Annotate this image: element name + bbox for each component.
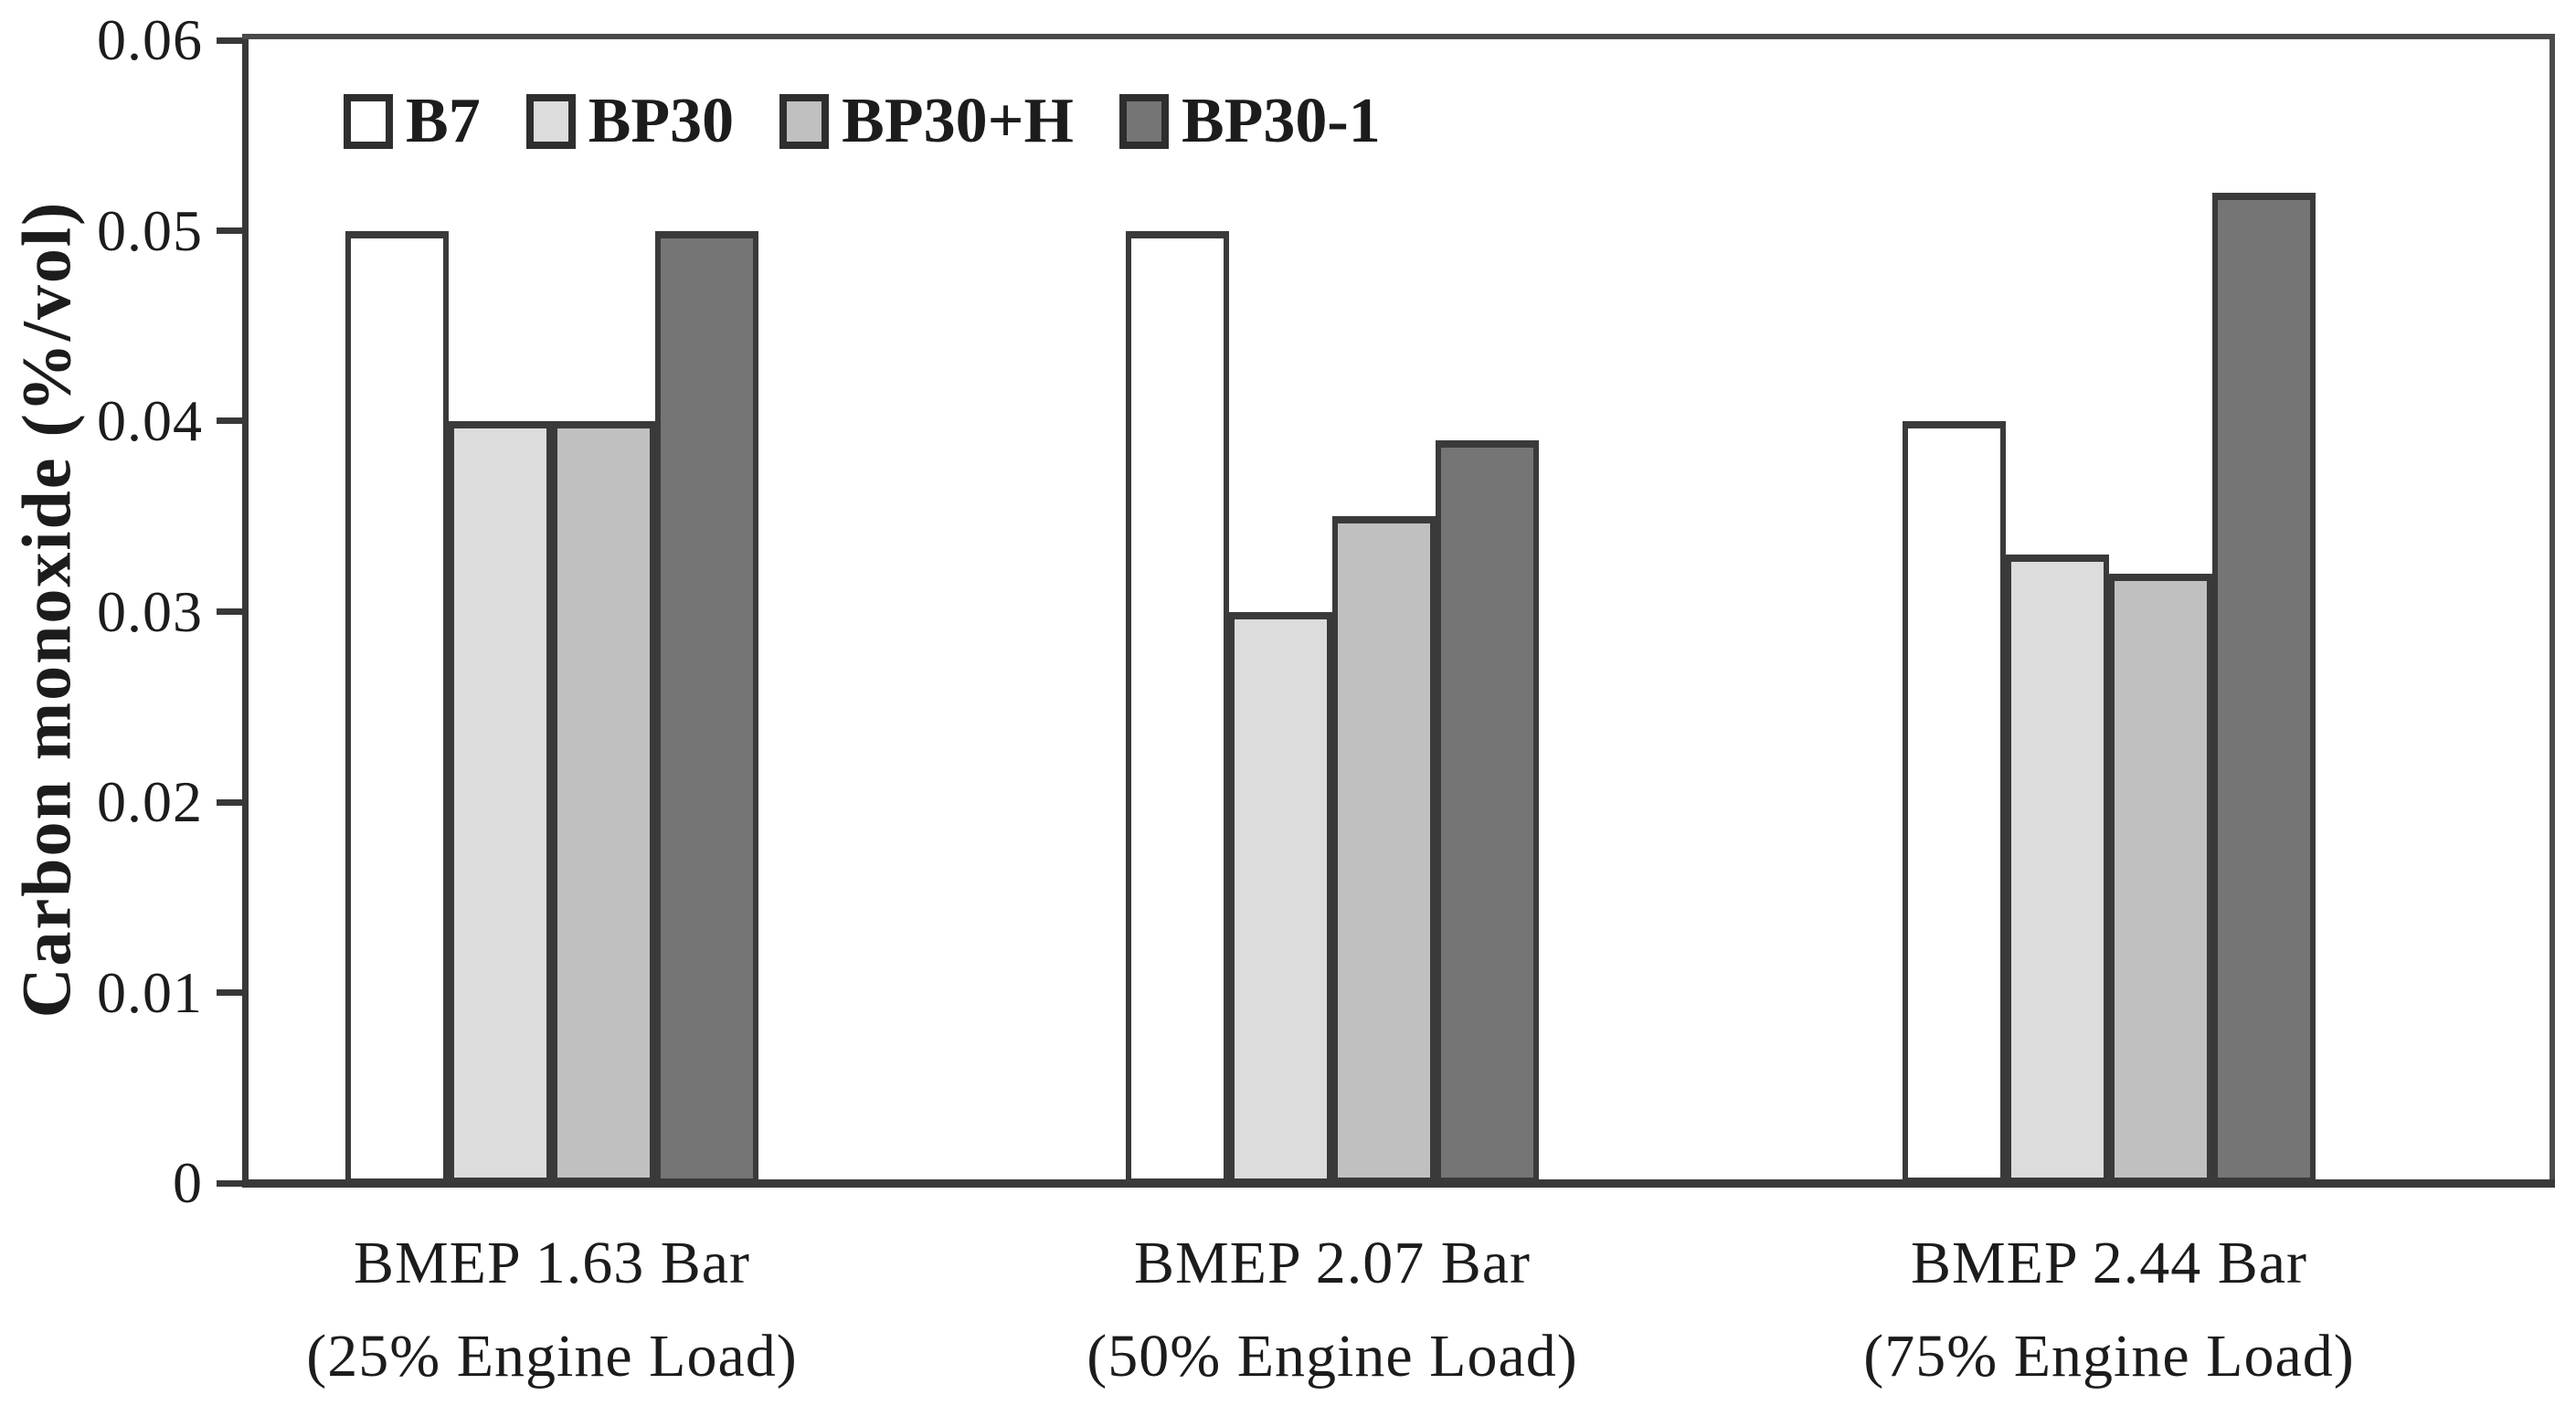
legend-swatch-bp30+h bbox=[779, 94, 830, 149]
x-axis-line bbox=[242, 1179, 2555, 1188]
y-tick-mark bbox=[217, 417, 249, 424]
bar-bp30-1-group-2 bbox=[1436, 440, 1539, 1183]
y-tick-mark bbox=[217, 989, 249, 996]
y-axis-line bbox=[242, 34, 249, 1183]
legend-swatch-b7 bbox=[344, 94, 393, 149]
legend-label: B7 bbox=[406, 86, 481, 156]
legend-label: BP30+H bbox=[842, 86, 1074, 156]
legend: B7 BP30 BP30+H BP30-1 bbox=[344, 90, 1381, 153]
y-tick-mark bbox=[217, 1180, 249, 1187]
y-tick-mark bbox=[217, 608, 249, 615]
bar-bp30-1-group-1 bbox=[655, 231, 758, 1184]
bar-b7-group-2 bbox=[1126, 231, 1229, 1184]
y-tick-label: 0.05 bbox=[97, 198, 203, 263]
y-tick-label: 0.06 bbox=[97, 7, 203, 72]
y-tick-mark bbox=[217, 227, 249, 234]
bar-b7-group-1 bbox=[345, 231, 449, 1184]
legend-item-bp30: BP30 bbox=[525, 86, 735, 156]
plot-top-border bbox=[242, 34, 2555, 39]
legend-swatch-bp30 bbox=[525, 94, 576, 149]
x-category-label-line2: (75% Engine Load) bbox=[1863, 1323, 2355, 1390]
y-tick-label: 0.02 bbox=[97, 769, 203, 834]
bar-bp30+h-group-3 bbox=[2109, 574, 2212, 1183]
bar-bp30-group-3 bbox=[2006, 555, 2109, 1183]
y-tick-mark bbox=[217, 799, 249, 806]
plot-right-border bbox=[2549, 34, 2555, 1183]
y-tick-label: 0.04 bbox=[97, 388, 203, 453]
x-category-label-line1: BMEP 2.44 Bar bbox=[1910, 1230, 2308, 1296]
bar-bp30-group-2 bbox=[1229, 612, 1332, 1184]
legend-label: BP30 bbox=[588, 86, 735, 156]
y-tick-label: 0 bbox=[173, 1150, 203, 1215]
bar-bp30-1-group-3 bbox=[2212, 193, 2316, 1183]
x-category-label-line2: (50% Engine Load) bbox=[1087, 1323, 1578, 1390]
x-category-label-line1: BMEP 1.63 Bar bbox=[353, 1230, 751, 1296]
legend-label: BP30-1 bbox=[1181, 86, 1381, 156]
y-tick-label: 0.03 bbox=[97, 579, 203, 644]
legend-swatch-bp30-1 bbox=[1118, 94, 1169, 149]
x-category-label-line2: (25% Engine Load) bbox=[306, 1323, 798, 1390]
y-tick-label: 0.01 bbox=[97, 960, 203, 1025]
legend-item-bp30-1: BP30-1 bbox=[1118, 86, 1381, 156]
bar-bp30+h-group-1 bbox=[552, 421, 655, 1183]
x-category-label-line1: BMEP 2.07 Bar bbox=[1133, 1230, 1532, 1296]
y-tick-mark bbox=[217, 37, 249, 44]
legend-item-b7: B7 bbox=[344, 90, 481, 153]
bar-bp30-group-1 bbox=[449, 421, 552, 1183]
bar-bp30+h-group-2 bbox=[1332, 516, 1436, 1183]
bar-b7-group-3 bbox=[1903, 421, 2006, 1183]
legend-item-bp30+h: BP30+H bbox=[779, 90, 1074, 153]
